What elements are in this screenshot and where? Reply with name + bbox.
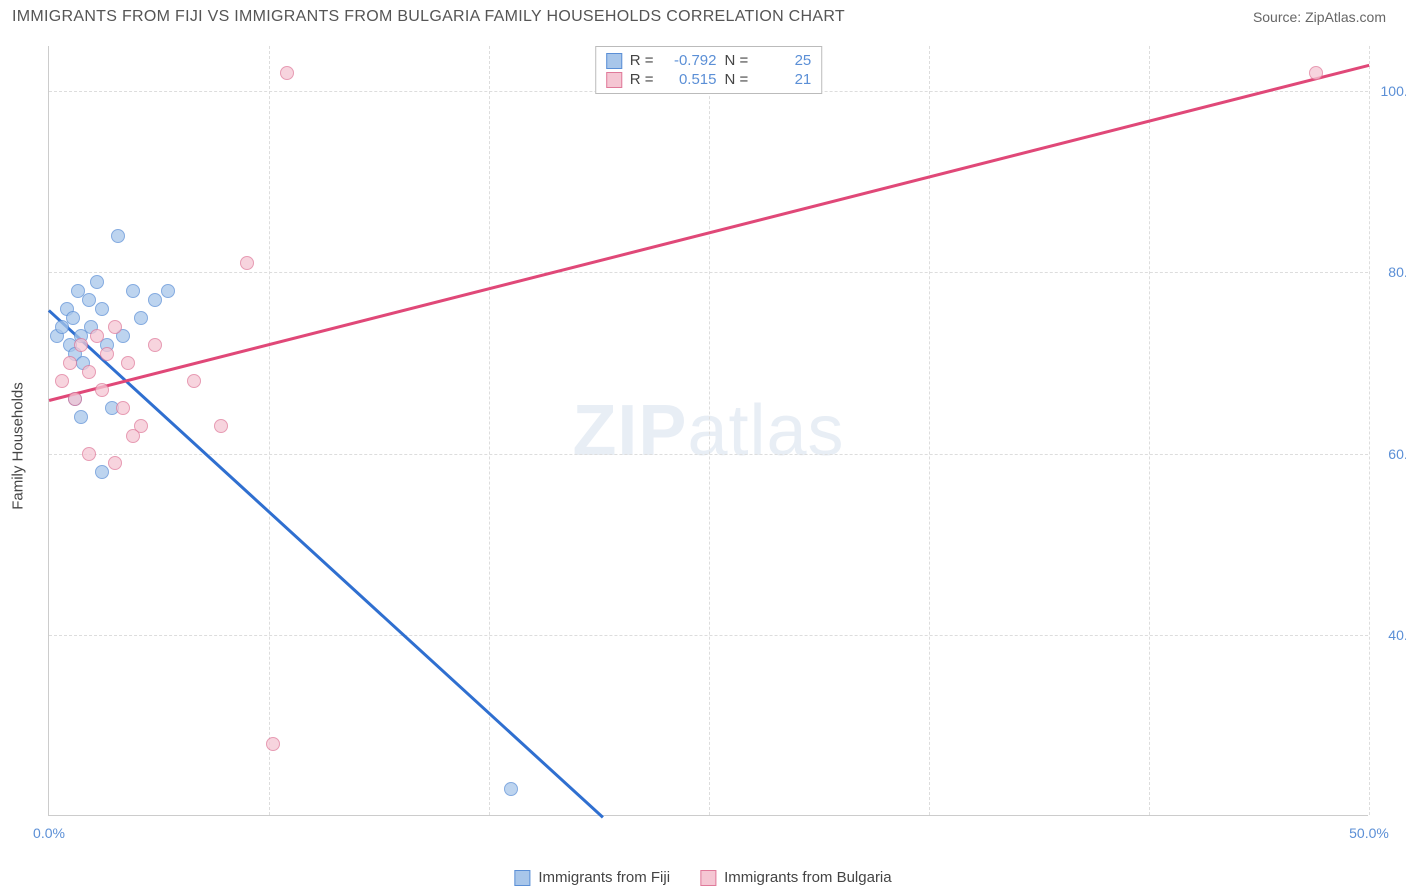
source-attribution: Source: ZipAtlas.com bbox=[1253, 9, 1386, 25]
title-bar: IMMIGRANTS FROM FIJI VS IMMIGRANTS FROM … bbox=[0, 0, 1406, 30]
data-point bbox=[240, 256, 254, 270]
data-point bbox=[82, 365, 96, 379]
data-point bbox=[214, 419, 228, 433]
data-point bbox=[55, 374, 69, 388]
correlation-chart: ZIPatlas R = -0.792 N = 25 R = 0.515 N =… bbox=[48, 46, 1368, 816]
x-tick-label: 50.0% bbox=[1349, 825, 1389, 841]
r-value-bulgaria: 0.515 bbox=[662, 71, 717, 88]
data-point bbox=[187, 374, 201, 388]
legend-row-fiji: R = -0.792 N = 25 bbox=[606, 51, 812, 70]
r-label: R = bbox=[630, 52, 654, 69]
gridline-vertical bbox=[929, 46, 930, 815]
y-axis-label: Family Households bbox=[10, 382, 27, 510]
data-point bbox=[108, 456, 122, 470]
y-tick-label: 80.0% bbox=[1388, 264, 1406, 280]
x-tick-label: 0.0% bbox=[33, 825, 65, 841]
data-point bbox=[111, 229, 125, 243]
swatch-bulgaria-icon bbox=[700, 870, 716, 886]
trend-line bbox=[48, 309, 604, 818]
data-point bbox=[134, 311, 148, 325]
data-point bbox=[82, 293, 96, 307]
watermark-zip: ZIP bbox=[572, 391, 687, 471]
gridline-vertical bbox=[269, 46, 270, 815]
legend-label-bulgaria: Immigrants from Bulgaria bbox=[724, 869, 892, 886]
data-point bbox=[121, 356, 135, 370]
data-point bbox=[100, 347, 114, 361]
gridline-vertical bbox=[709, 46, 710, 815]
data-point bbox=[74, 338, 88, 352]
data-point bbox=[66, 311, 80, 325]
data-point bbox=[108, 320, 122, 334]
data-point bbox=[95, 383, 109, 397]
data-point bbox=[63, 356, 77, 370]
data-point bbox=[126, 429, 140, 443]
data-point bbox=[116, 401, 130, 415]
data-point bbox=[90, 275, 104, 289]
data-point bbox=[266, 737, 280, 751]
r-label: R = bbox=[630, 71, 654, 88]
n-value-fiji: 25 bbox=[756, 52, 811, 69]
r-value-fiji: -0.792 bbox=[662, 52, 717, 69]
gridline-vertical bbox=[1149, 46, 1150, 815]
series-legend: Immigrants from Fiji Immigrants from Bul… bbox=[514, 869, 891, 886]
data-point bbox=[82, 447, 96, 461]
data-point bbox=[280, 66, 294, 80]
data-point bbox=[1309, 66, 1323, 80]
data-point bbox=[148, 338, 162, 352]
n-value-bulgaria: 21 bbox=[756, 71, 811, 88]
swatch-bulgaria bbox=[606, 72, 622, 88]
data-point bbox=[68, 392, 82, 406]
data-point bbox=[74, 410, 88, 424]
n-label: N = bbox=[725, 52, 749, 69]
n-label: N = bbox=[725, 71, 749, 88]
data-point bbox=[148, 293, 162, 307]
gridline-vertical bbox=[489, 46, 490, 815]
data-point bbox=[95, 465, 109, 479]
legend-item-bulgaria: Immigrants from Bulgaria bbox=[700, 869, 892, 886]
data-point bbox=[161, 284, 175, 298]
y-tick-label: 100.0% bbox=[1381, 83, 1406, 99]
swatch-fiji-icon bbox=[514, 870, 530, 886]
legend-row-bulgaria: R = 0.515 N = 21 bbox=[606, 70, 812, 89]
correlation-legend: R = -0.792 N = 25 R = 0.515 N = 21 bbox=[595, 46, 823, 94]
chart-title: IMMIGRANTS FROM FIJI VS IMMIGRANTS FROM … bbox=[12, 8, 845, 26]
y-tick-label: 60.0% bbox=[1388, 446, 1406, 462]
data-point bbox=[126, 284, 140, 298]
data-point bbox=[90, 329, 104, 343]
legend-item-fiji: Immigrants from Fiji bbox=[514, 869, 670, 886]
data-point bbox=[95, 302, 109, 316]
data-point bbox=[504, 782, 518, 796]
watermark-atlas: atlas bbox=[687, 391, 844, 471]
swatch-fiji bbox=[606, 53, 622, 69]
legend-label-fiji: Immigrants from Fiji bbox=[538, 869, 670, 886]
gridline-vertical bbox=[1369, 46, 1370, 815]
y-tick-label: 40.0% bbox=[1388, 627, 1406, 643]
